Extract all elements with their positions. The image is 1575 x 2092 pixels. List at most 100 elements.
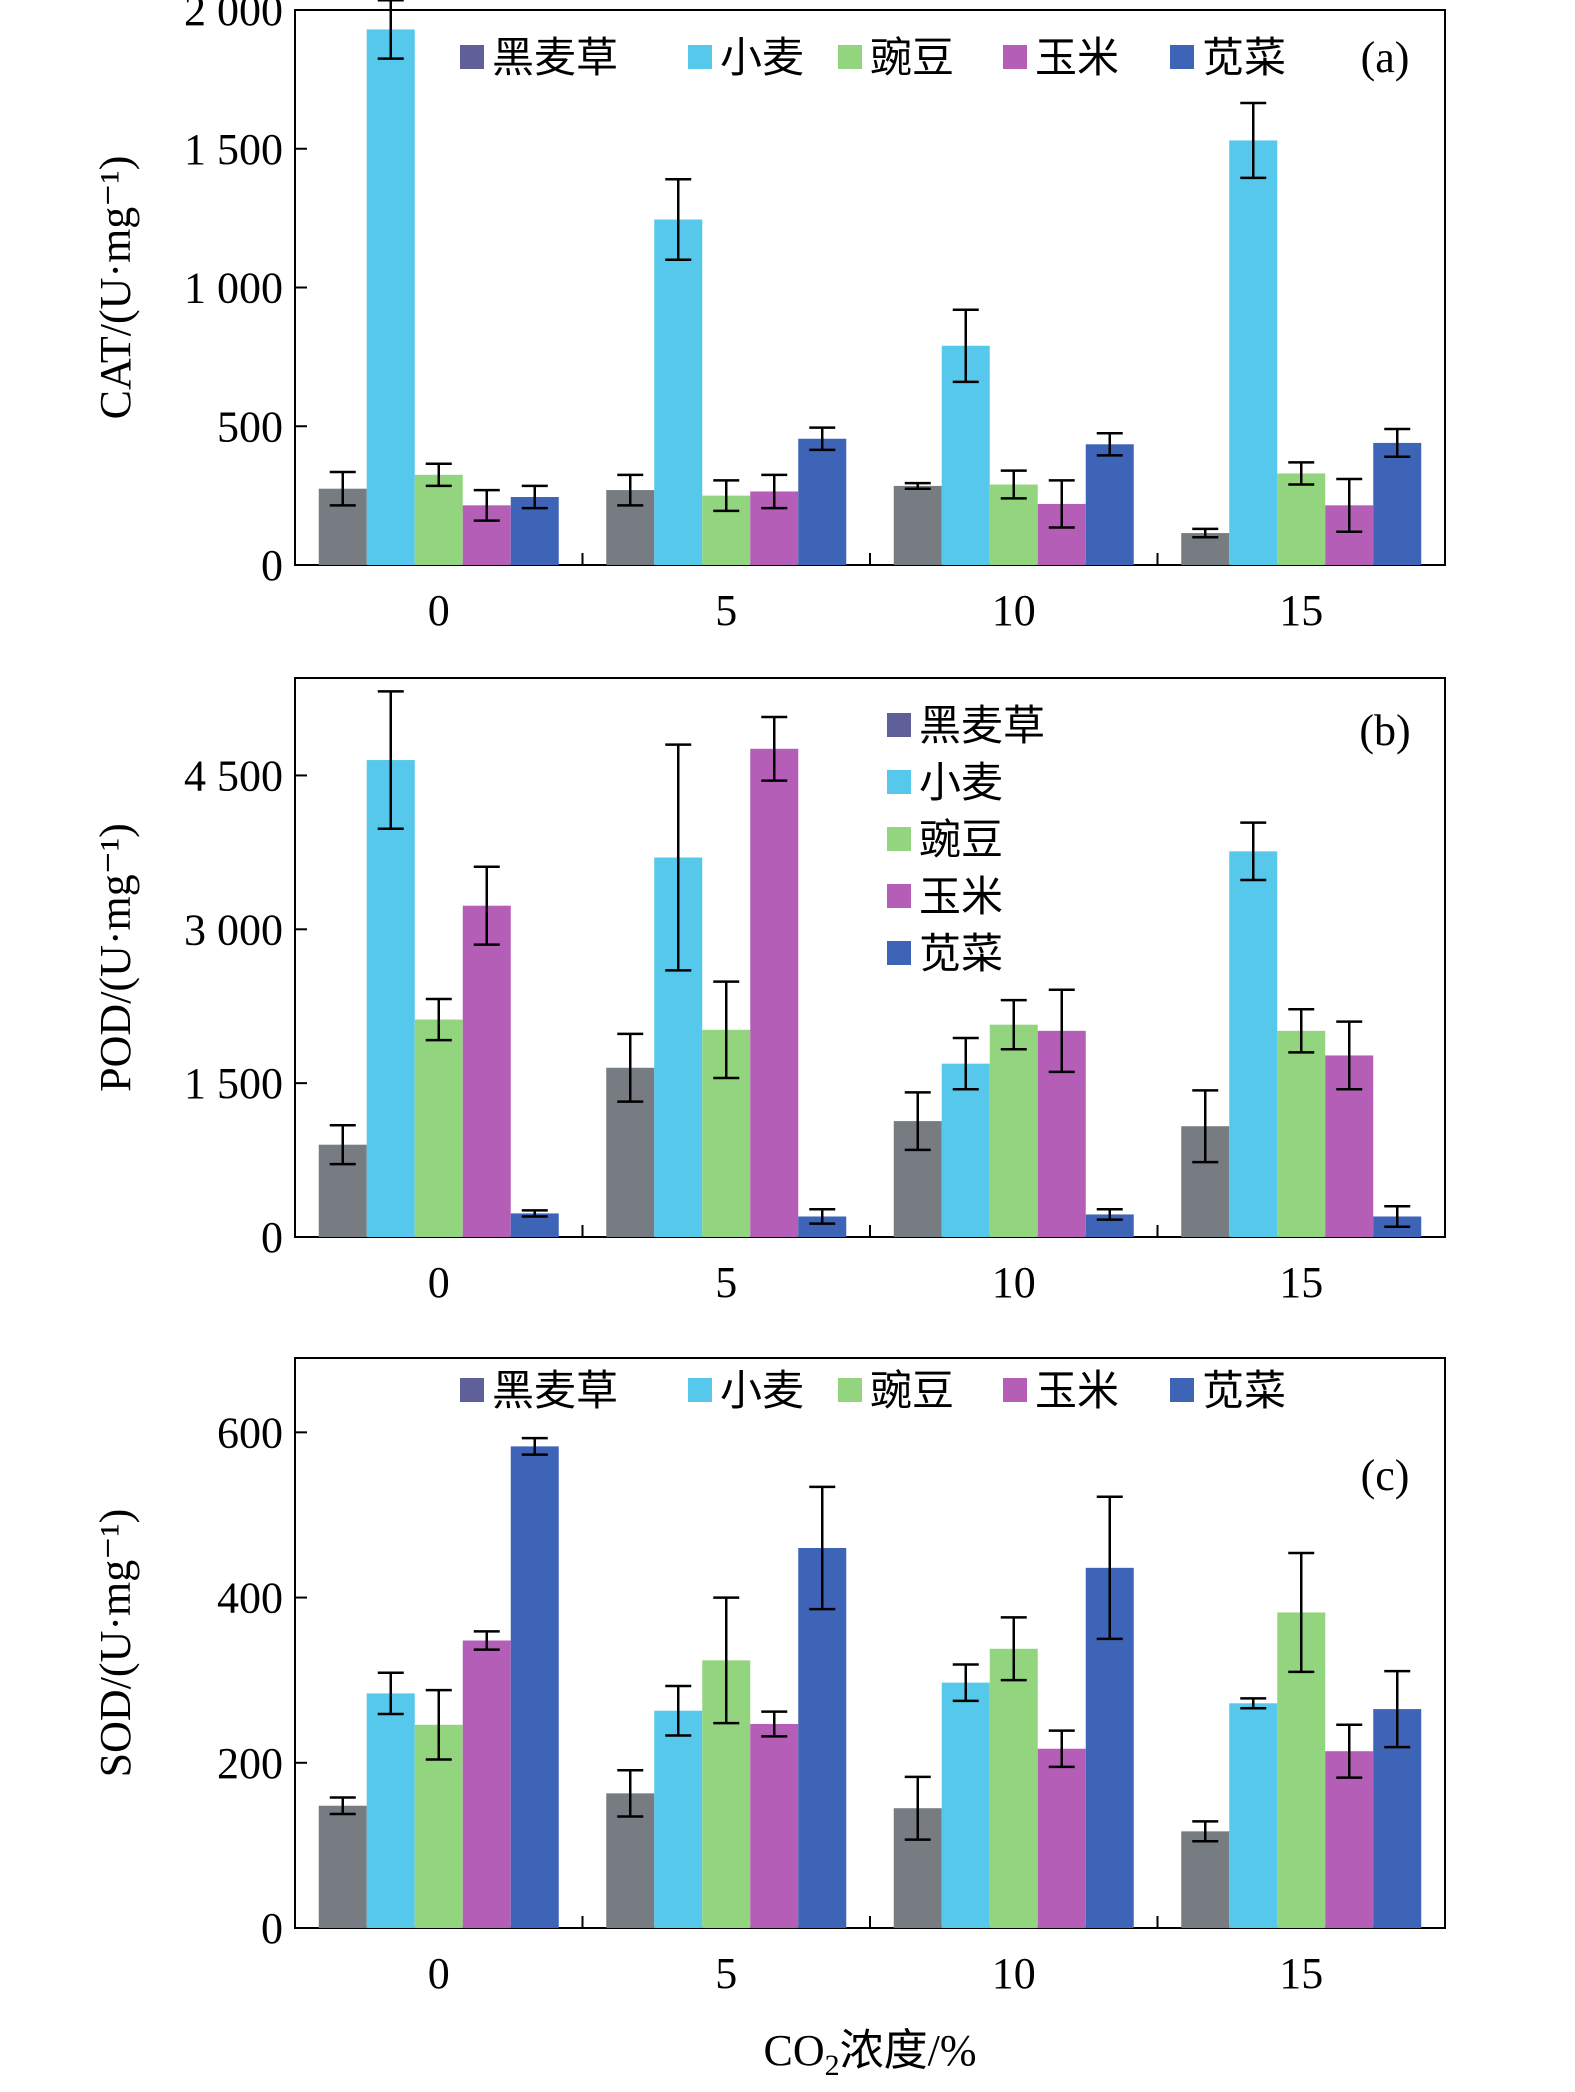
panel-tag: (b) <box>1359 706 1410 755</box>
legend-swatch <box>887 770 911 794</box>
bar <box>893 485 942 565</box>
x-axis-label: CO2浓度/% <box>763 2026 976 2082</box>
x-tick-label: 0 <box>428 1949 450 1998</box>
bar <box>510 1213 559 1237</box>
bar <box>462 905 511 1237</box>
legend-label: 玉米 <box>1035 33 1119 82</box>
legend-swatch <box>460 1378 484 1402</box>
x-tick-label: 0 <box>428 586 450 635</box>
legend-swatch <box>1170 1378 1194 1402</box>
bar <box>989 1024 1038 1237</box>
x-axis-label-subscript: 2 <box>825 2049 840 2082</box>
y-tick-label: 0 <box>261 1904 283 1953</box>
x-tick-label: 0 <box>428 1258 450 1307</box>
y-tick-label: 1 500 <box>184 1059 283 1108</box>
legend-label: 苋菜 <box>1202 33 1286 82</box>
bar <box>462 1640 511 1928</box>
legend-label: 玉米 <box>919 872 1003 921</box>
y-axis-label: POD/(U·mg⁻¹) <box>91 823 140 1092</box>
y-tick-label: 0 <box>261 541 283 590</box>
legend-label: 苋菜 <box>919 929 1003 978</box>
x-tick-label: 10 <box>992 586 1036 635</box>
bar <box>1277 473 1326 565</box>
bar <box>1277 1030 1326 1237</box>
legend-label: 黑麦草 <box>919 701 1045 750</box>
legend-label: 小麦 <box>720 33 804 82</box>
legend-label: 豌豆 <box>870 33 954 82</box>
y-tick-label: 4 500 <box>184 751 283 800</box>
bar <box>1229 140 1278 566</box>
bar <box>750 1723 799 1928</box>
legend-label: 玉米 <box>1035 1366 1119 1415</box>
x-tick-label: 10 <box>992 1949 1036 1998</box>
bar <box>1229 1703 1278 1928</box>
legend-swatch <box>1003 45 1027 69</box>
bar <box>989 1648 1038 1928</box>
bar <box>1373 442 1422 565</box>
legend-swatch <box>688 45 712 69</box>
y-tick-label: 600 <box>217 1408 283 1457</box>
bar <box>750 748 799 1237</box>
bar <box>1229 851 1278 1237</box>
bar <box>654 219 703 565</box>
bar <box>318 1805 367 1928</box>
y-axis-label: CAT/(U·mg⁻¹) <box>91 156 140 420</box>
y-tick-label: 1 000 <box>184 264 283 313</box>
legend-label: 小麦 <box>720 1366 804 1415</box>
bar <box>941 1682 990 1928</box>
bar <box>1325 1751 1374 1928</box>
bar <box>1085 444 1134 565</box>
legend: 黑麦草 小麦 豌豆 玉米 苋菜 <box>460 33 1286 82</box>
panel-a: 0 500 1 000 1 500 2 000 0 5 10 15 CAT/(U·mg⁻¹) (a)… <box>91 0 1446 635</box>
y-tick-label: 1 500 <box>184 125 283 174</box>
x-tick-label: 5 <box>715 1949 737 1998</box>
y-tick-label: 2 000 <box>184 0 283 35</box>
panel-c: 0 200 400 600 0 5 10 15 SOD/(U·mg⁻¹) (c) 黑麦草 小麦 豌豆 玉米… <box>91 1357 1446 1998</box>
x-tick-label: 10 <box>992 1258 1036 1307</box>
legend-swatch <box>887 884 911 908</box>
bar <box>941 1063 990 1237</box>
panel-b: 0 1 500 3 000 4 500 0 5 10 15 POD/(U·mg⁻¹) (b) 黑麦草… <box>91 677 1446 1307</box>
legend-label: 苋菜 <box>1202 1366 1286 1415</box>
legend-swatch <box>838 1378 862 1402</box>
panel-tag: (c) <box>1361 1451 1410 1500</box>
x-tick-label: 5 <box>715 586 737 635</box>
legend-label: 豌豆 <box>870 1366 954 1415</box>
y-tick-label: 3 000 <box>184 905 283 954</box>
bar <box>1037 1748 1086 1928</box>
y-tick-label: 0 <box>261 1213 283 1262</box>
legend-label: 黑麦草 <box>492 1366 618 1415</box>
bar <box>798 438 847 565</box>
bar <box>366 29 415 566</box>
y-tick-label: 500 <box>217 402 283 451</box>
legend-swatch <box>460 45 484 69</box>
x-axis-label-prefix: CO <box>763 2026 824 2075</box>
bar <box>798 1216 847 1237</box>
x-tick-label: 15 <box>1279 1258 1323 1307</box>
x-tick-label: 15 <box>1279 1949 1323 1998</box>
legend-swatch <box>1170 45 1194 69</box>
y-tick-label: 400 <box>217 1574 283 1623</box>
legend-swatch <box>887 713 911 737</box>
bar <box>1181 1831 1230 1928</box>
legend-swatch <box>887 827 911 851</box>
y-tick-label: 200 <box>217 1739 283 1788</box>
bar <box>366 1693 415 1928</box>
legend-label: 黑麦草 <box>492 33 618 82</box>
bar <box>510 1446 559 1928</box>
legend-swatch <box>688 1378 712 1402</box>
x-tick-label: 5 <box>715 1258 737 1307</box>
legend-swatch <box>838 45 862 69</box>
bar <box>654 1710 703 1928</box>
bar <box>414 474 463 565</box>
legend: 黑麦草 小麦 豌豆 玉米 苋菜 <box>460 1366 1286 1415</box>
legend-label: 豌豆 <box>919 815 1003 864</box>
legend-swatch <box>1003 1378 1027 1402</box>
x-tick-label: 15 <box>1279 586 1323 635</box>
legend-swatch <box>887 941 911 965</box>
legend-label: 小麦 <box>919 758 1003 807</box>
y-axis-label: SOD/(U·mg⁻¹) <box>91 1509 140 1778</box>
bar <box>414 1019 463 1237</box>
